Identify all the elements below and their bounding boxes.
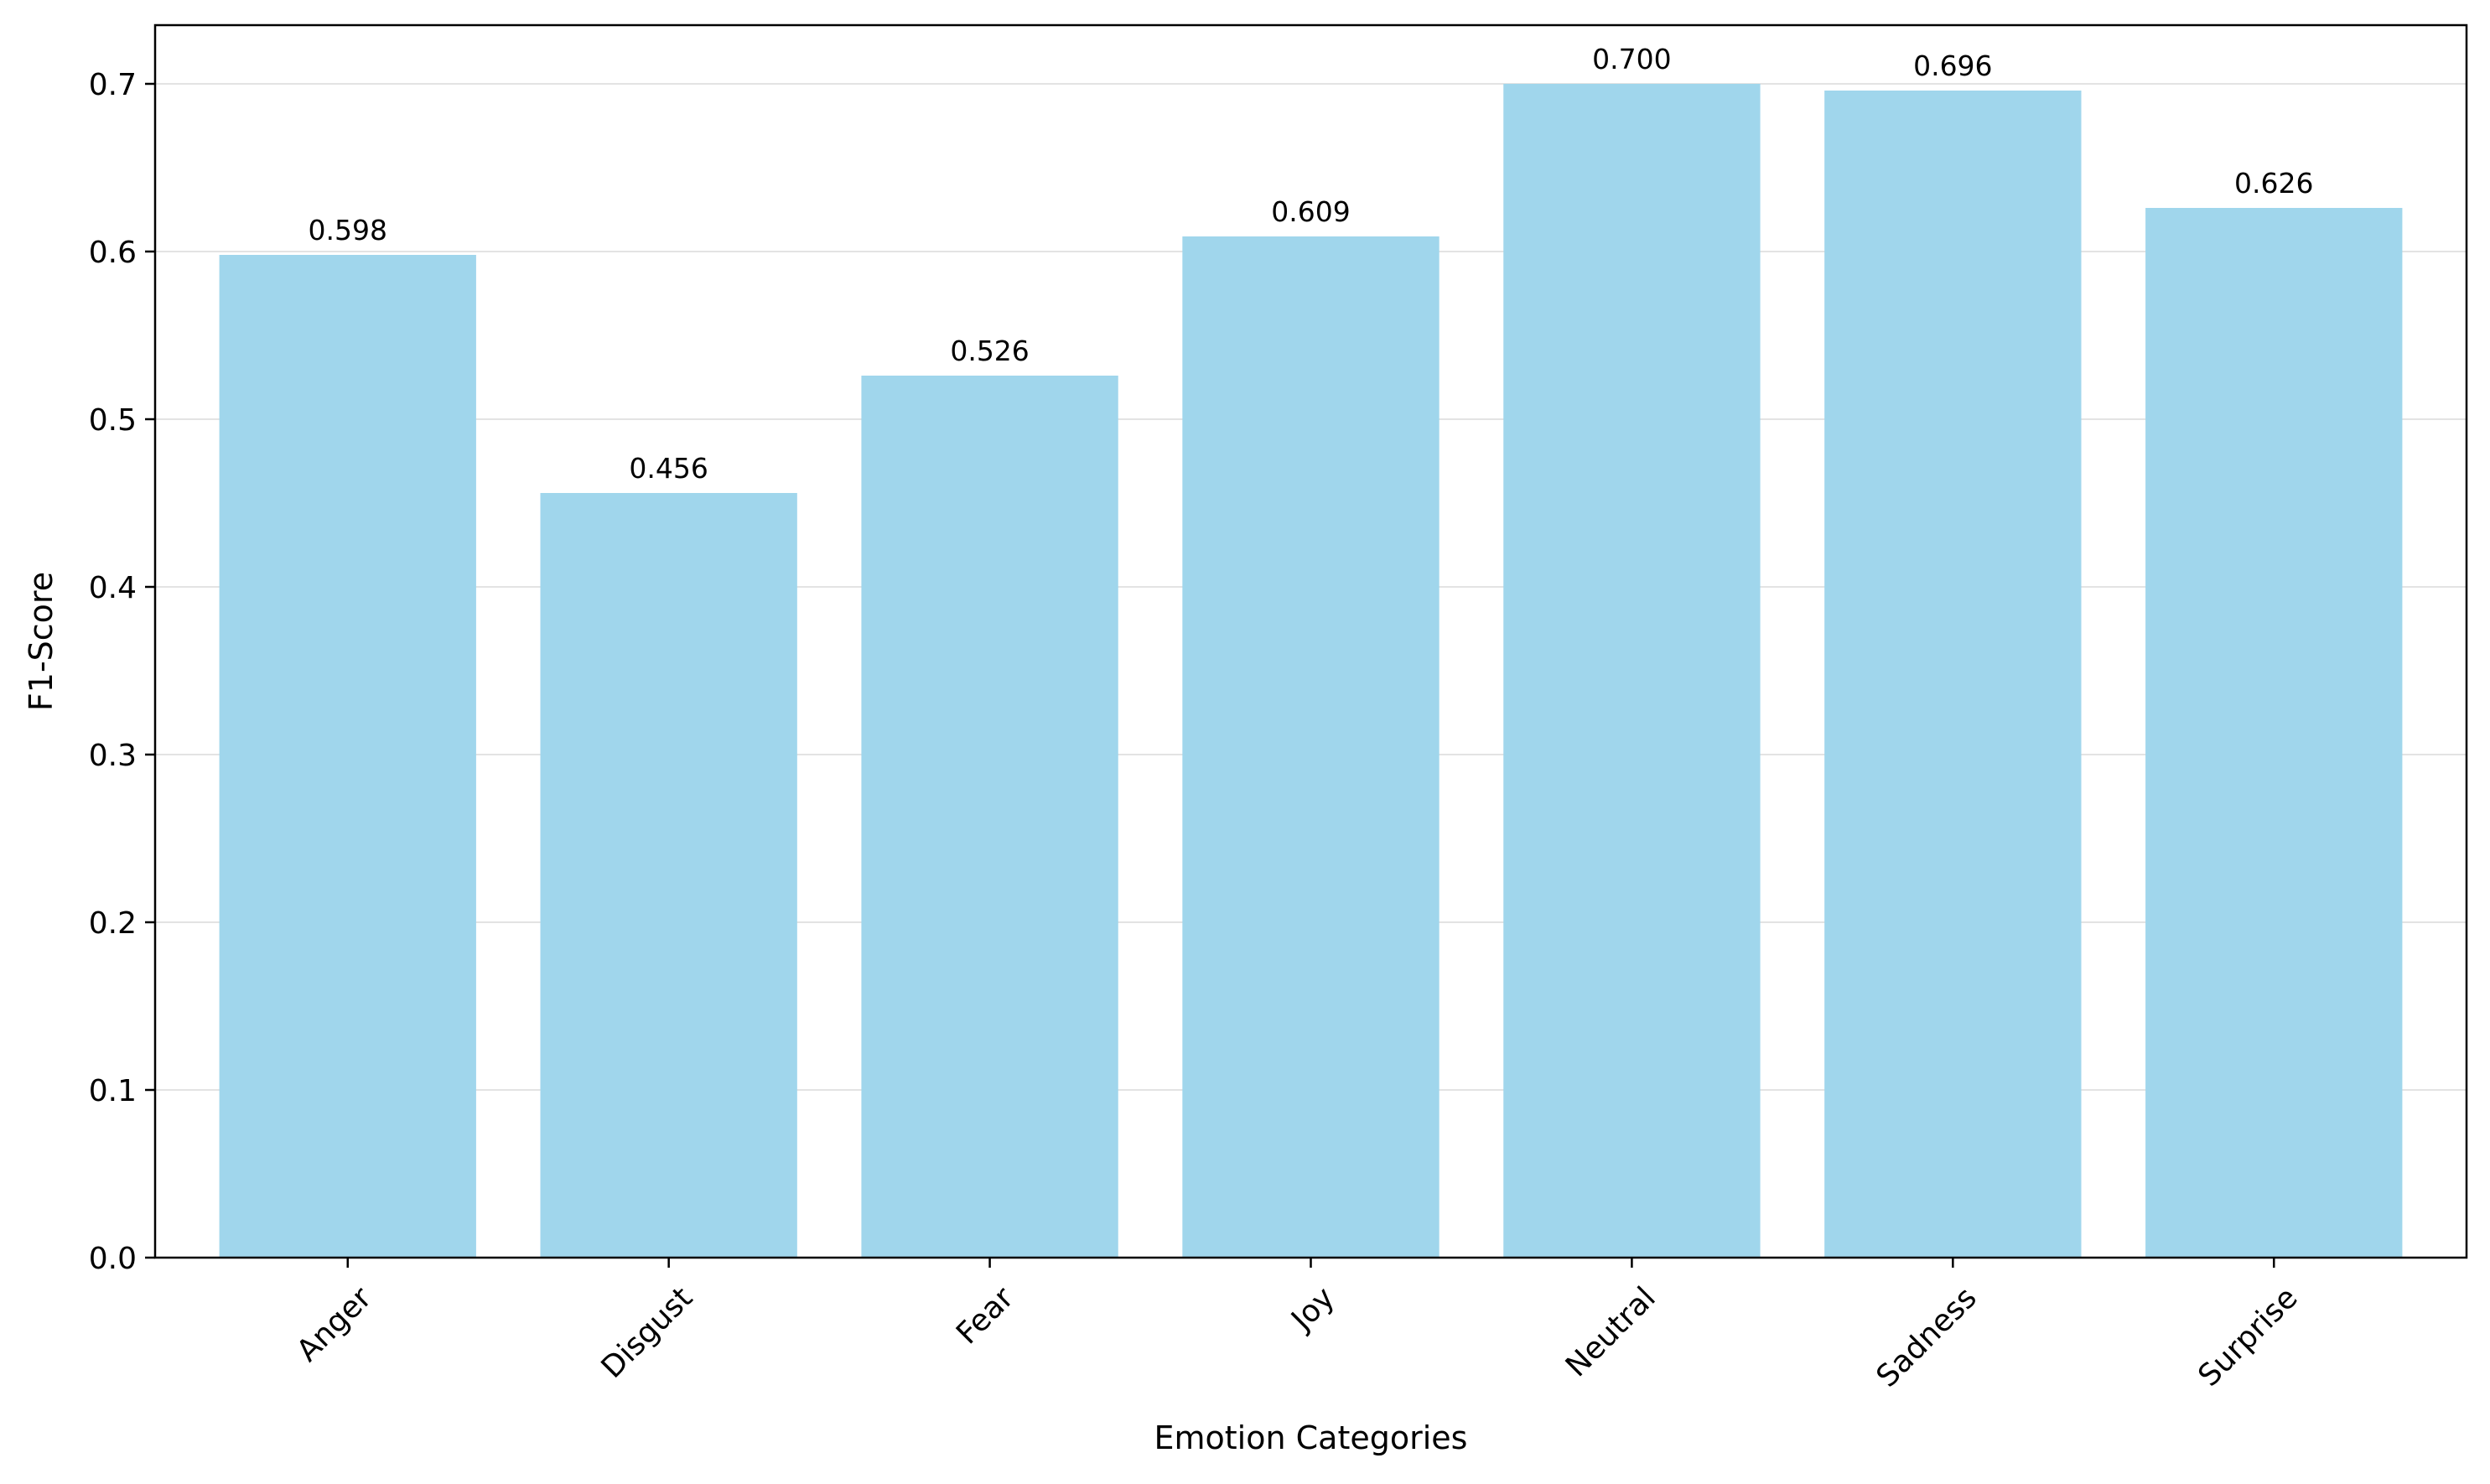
y-tick-label: 0.2 [89, 906, 137, 941]
bar-sadness [1824, 91, 2082, 1258]
data-label-joy: 0.609 [1271, 195, 1350, 228]
y-tick-label: 0.4 [89, 571, 137, 605]
bar-fear [861, 376, 1118, 1258]
bar-neutral [1503, 84, 1761, 1258]
y-tick-label: 0.5 [89, 403, 137, 438]
data-label-surprise: 0.626 [2234, 167, 2313, 200]
x-axis-label: Emotion Categories [1154, 1419, 1468, 1456]
data-label-neutral: 0.700 [1592, 43, 1671, 75]
y-tick-label: 0.3 [89, 739, 137, 773]
data-label-disgust: 0.456 [629, 452, 708, 485]
y-axis-label: F1-Score [23, 572, 60, 711]
y-tick-label: 0.1 [89, 1074, 137, 1108]
y-tick-label: 0.0 [89, 1242, 137, 1276]
data-label-fear: 0.526 [950, 335, 1029, 367]
bar-disgust [540, 493, 797, 1258]
y-tick-label: 0.7 [89, 68, 137, 102]
data-label-sadness: 0.696 [1913, 49, 1992, 82]
y-axis-ticks: 0.0 0.1 0.2 0.3 0.4 0.5 0.6 0.7 [89, 68, 155, 1276]
bar-joy [1182, 236, 1440, 1258]
bars [219, 84, 2403, 1258]
bar-anger [219, 255, 476, 1258]
bar-surprise [2145, 208, 2403, 1258]
data-label-anger: 0.598 [309, 214, 387, 246]
y-tick-label: 0.6 [89, 236, 137, 270]
data-labels: 0.598 0.456 0.526 0.609 0.700 0.696 0.626 [309, 43, 2314, 485]
